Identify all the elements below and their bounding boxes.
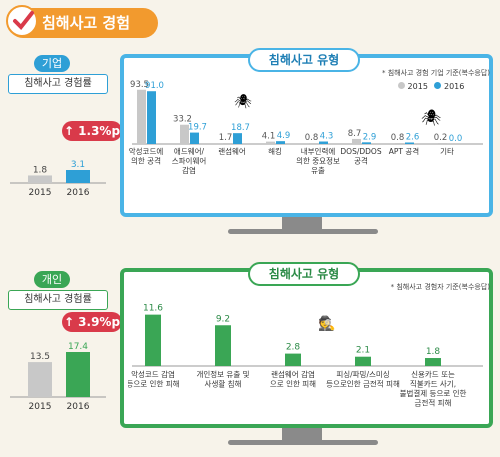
enterprise-increase-value: 1.3%p <box>78 124 121 138</box>
monitor-stand <box>282 428 322 440</box>
individual-type-bar <box>215 325 231 366</box>
enterprise-type-category: 애드웨어/스파이웨어 감염 <box>172 146 207 175</box>
individual-type-value: 11.6 <box>143 304 163 314</box>
enterprise-type-category: DOS/DDOS 공격 <box>340 147 381 166</box>
individual-type-category: 랜섬웨어 감염 으로 인한 피해 <box>270 369 316 389</box>
enterprise-type-value: 2.9 <box>363 132 377 142</box>
individual-rate-bar-2015 <box>28 362 52 397</box>
enterprise-type-bar <box>147 91 156 144</box>
individual-type-category: 피싱/파밍/스미싱 등으로인한 금전적 피해 <box>326 369 400 389</box>
enterprise-type-value: 0.0 <box>449 134 463 144</box>
bug-icon: 🕷 <box>421 108 442 127</box>
enterprise-type-value: 33.2 <box>173 115 192 125</box>
enterprise-type-value: 0.8 <box>305 133 319 143</box>
individual-type-bar <box>145 314 161 366</box>
legend-label-2016: 2016 <box>444 82 465 91</box>
individual-type-category: 악성코드 감염 등으로 인한 피해 <box>128 369 180 389</box>
enterprise-type-value: 19.7 <box>188 123 207 133</box>
enterprise-type-bar <box>276 141 285 144</box>
enterprise-type-bar <box>190 132 199 144</box>
enterprise-rate-label: 침해사고 경험률 <box>8 74 108 94</box>
enterprise-type-value: 93.5 <box>130 80 149 90</box>
enterprise-type-value: 8.7 <box>348 129 362 139</box>
enterprise-type-bar <box>223 143 232 144</box>
enterprise-type-value: 2.6 <box>406 132 420 142</box>
enterprise-type-value: 91.0 <box>145 81 164 91</box>
individual-type-value: 2.1 <box>356 346 370 356</box>
individual-type-value: 1.8 <box>426 347 441 357</box>
individual-type-category: 개인정보 유출 및 사생활 침해 <box>196 369 249 389</box>
enterprise-type-bar <box>233 133 242 144</box>
enterprise-type-value: 4.3 <box>320 132 334 142</box>
enterprise-rate-bar-2015 <box>28 175 52 183</box>
enterprise-type-category: 악성코드에 의한 공격 <box>129 146 164 166</box>
individual-chart-title: 침해사고 유형 <box>248 262 360 286</box>
bug-icon: 🕷 <box>234 94 252 110</box>
individual-type-bar <box>355 356 371 366</box>
individual-type-bar <box>285 353 301 366</box>
enterprise-type-value: 4.9 <box>277 131 291 141</box>
enterprise-rate-year: 2016 <box>67 188 90 198</box>
enterprise-type-chart: 93.591.0 악성코드에 의한 공격 33.219.7 애드웨어/스파이웨어 감염 1.… <box>129 80 483 175</box>
enterprise-type-value: 4.1 <box>262 132 276 142</box>
individual-monitor <box>120 268 493 428</box>
individual-rate-bar-2016 <box>66 352 90 397</box>
enterprise-note: * 침해사고 경험 기업 기준(복수응답) <box>381 69 490 77</box>
individual-type-chart: 11.6 악성코드 감염 등으로 인한 피해 9.2 개인정보 유출 및 사생활 침해 2.… <box>128 304 483 408</box>
individual-rate-chart: 13.5 2015 17.4 2016 <box>10 342 106 412</box>
enterprise-type-category: APT 공격 <box>389 146 419 156</box>
enterprise-type-bar <box>266 141 275 144</box>
enterprise-type-value: 18.7 <box>231 123 250 133</box>
check-icon <box>6 5 38 37</box>
enterprise-type-value: 1.7 <box>219 133 233 143</box>
enterprise-type-bar <box>405 142 414 144</box>
legend-label-2015: 2015 <box>407 82 428 91</box>
enterprise-increase-badge: ↑ 1.3%p <box>62 121 122 141</box>
enterprise-rate-year: 2015 <box>29 188 52 198</box>
enterprise-legend: 2015 2016 <box>398 82 464 91</box>
individual-rate-value: 17.4 <box>68 342 88 352</box>
enterprise-type-category: 해킹 <box>268 146 282 156</box>
enterprise-type-value: 0.8 <box>391 133 405 143</box>
individual-type-category: 신용카드 또는 직불카드 사기, 불법결제 등으로 인한 금전적 피해 <box>400 370 467 408</box>
enterprise-rate-bar-2016 <box>66 170 90 183</box>
legend-dot-2016 <box>434 82 442 89</box>
monitor-stand <box>282 217 322 229</box>
individual-rate-value: 13.5 <box>30 352 50 362</box>
enterprise-type-value: 0.2 <box>434 133 448 143</box>
individual-increase-badge: ↑ 3.9%p <box>62 312 122 332</box>
enterprise-chart-title: 침해사고 유형 <box>248 48 360 72</box>
enterprise-type-bar <box>362 142 371 144</box>
individual-tag: 개인 <box>34 271 70 288</box>
enterprise-type-bar <box>438 143 447 144</box>
individual-rate-year: 2015 <box>29 402 52 412</box>
enterprise-type-bar <box>319 141 328 144</box>
legend-dot-2015 <box>398 82 405 89</box>
individual-note: * 침해사고 경험자 기준(복수응답) <box>390 283 490 291</box>
hacker-icon: 🕵 <box>318 316 336 332</box>
enterprise-type-bar <box>395 143 404 144</box>
individual-type-value: 2.8 <box>286 343 301 353</box>
individual-increase-value: 3.9%p <box>78 315 121 329</box>
enterprise-type-category: 기타 <box>440 147 454 156</box>
enterprise-rate-value: 1.8 <box>33 165 48 175</box>
individual-type-value: 9.2 <box>216 314 230 324</box>
enterprise-type-bar <box>352 138 361 144</box>
monitor-base <box>228 229 378 234</box>
individual-type-bar <box>425 358 441 366</box>
enterprise-type-bar <box>137 89 146 144</box>
enterprise-rate-chart: 1.8 2015 3.1 2016 <box>10 160 106 198</box>
enterprise-type-category: 랜섬웨어 <box>218 146 246 156</box>
individual-rate-label: 침해사고 경험률 <box>8 290 108 310</box>
individual-rate-year: 2016 <box>67 402 90 412</box>
monitor-base <box>228 440 378 445</box>
enterprise-rate-value: 3.1 <box>71 160 85 170</box>
enterprise-type-category: 내부인력에 의한 중요정보 유출 <box>296 146 340 175</box>
enterprise-tag: 기업 <box>34 55 70 72</box>
enterprise-type-bar <box>180 124 189 144</box>
enterprise-type-bar <box>309 143 318 144</box>
